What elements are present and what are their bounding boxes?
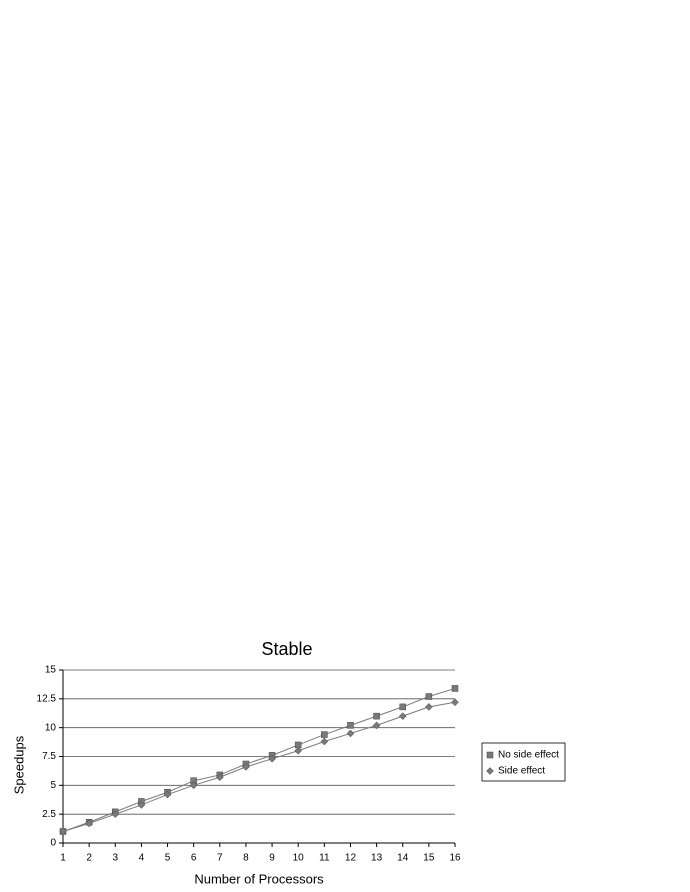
x-tick-label: 15 bbox=[423, 853, 435, 864]
data-point bbox=[347, 722, 354, 729]
series-line bbox=[62, 701, 456, 832]
data-point bbox=[320, 737, 329, 746]
data-point bbox=[451, 698, 459, 707]
data-point bbox=[294, 746, 303, 755]
data-point bbox=[137, 801, 146, 809]
x-tick-label: 3 bbox=[112, 853, 118, 864]
legend-label: Side effect bbox=[498, 766, 545, 777]
y-tick-label: 10 bbox=[45, 722, 57, 733]
data-point bbox=[451, 685, 459, 692]
y-tick-label: 5 bbox=[50, 780, 56, 791]
x-tick-label: 7 bbox=[217, 853, 223, 864]
legend-marker bbox=[486, 751, 494, 759]
data-point bbox=[399, 703, 406, 711]
x-tick-label: 11 bbox=[319, 853, 330, 864]
x-tick-label: 9 bbox=[269, 853, 275, 864]
legend-label: No side effect bbox=[498, 750, 559, 761]
y-tick-label: 2.5 bbox=[42, 809, 56, 820]
data-point bbox=[425, 693, 433, 700]
legend-marker bbox=[486, 767, 494, 775]
legend-box bbox=[481, 742, 566, 782]
y-axis-label: Speedups bbox=[11, 735, 26, 794]
x-tick-label: 16 bbox=[449, 853, 461, 864]
x-tick-label: 1 bbox=[60, 853, 66, 864]
data-point bbox=[111, 810, 120, 819]
x-tick-label: 6 bbox=[191, 853, 197, 864]
x-tick-label: 10 bbox=[293, 853, 305, 864]
data-point bbox=[321, 731, 328, 738]
x-tick-label: 4 bbox=[139, 853, 145, 864]
data-point bbox=[373, 712, 380, 720]
y-tick-label: 7.5 bbox=[42, 751, 56, 762]
series-line bbox=[62, 687, 456, 832]
data-point bbox=[163, 790, 172, 799]
x-tick-label: 2 bbox=[86, 853, 92, 864]
data-point bbox=[85, 819, 93, 828]
data-point bbox=[189, 781, 198, 790]
data-point bbox=[215, 773, 224, 782]
y-tick-label: 15 bbox=[45, 665, 57, 676]
data-point bbox=[425, 703, 433, 711]
data-point bbox=[372, 721, 381, 730]
y-tick-label: 0 bbox=[50, 838, 56, 849]
x-tick-label: 5 bbox=[165, 853, 171, 864]
x-tick-label: 12 bbox=[345, 853, 357, 864]
data-point bbox=[59, 827, 67, 836]
data-point bbox=[268, 754, 276, 763]
chart-title: Stable bbox=[261, 639, 312, 659]
x-tick-label: 13 bbox=[371, 853, 383, 864]
x-tick-label: 8 bbox=[243, 853, 249, 864]
y-tick-label: 12.5 bbox=[37, 693, 57, 704]
x-axis-label: Number of Processors bbox=[194, 871, 324, 886]
data-point bbox=[242, 763, 250, 771]
x-tick-label: 14 bbox=[397, 853, 409, 864]
data-point bbox=[346, 729, 355, 738]
data-point bbox=[398, 712, 407, 720]
